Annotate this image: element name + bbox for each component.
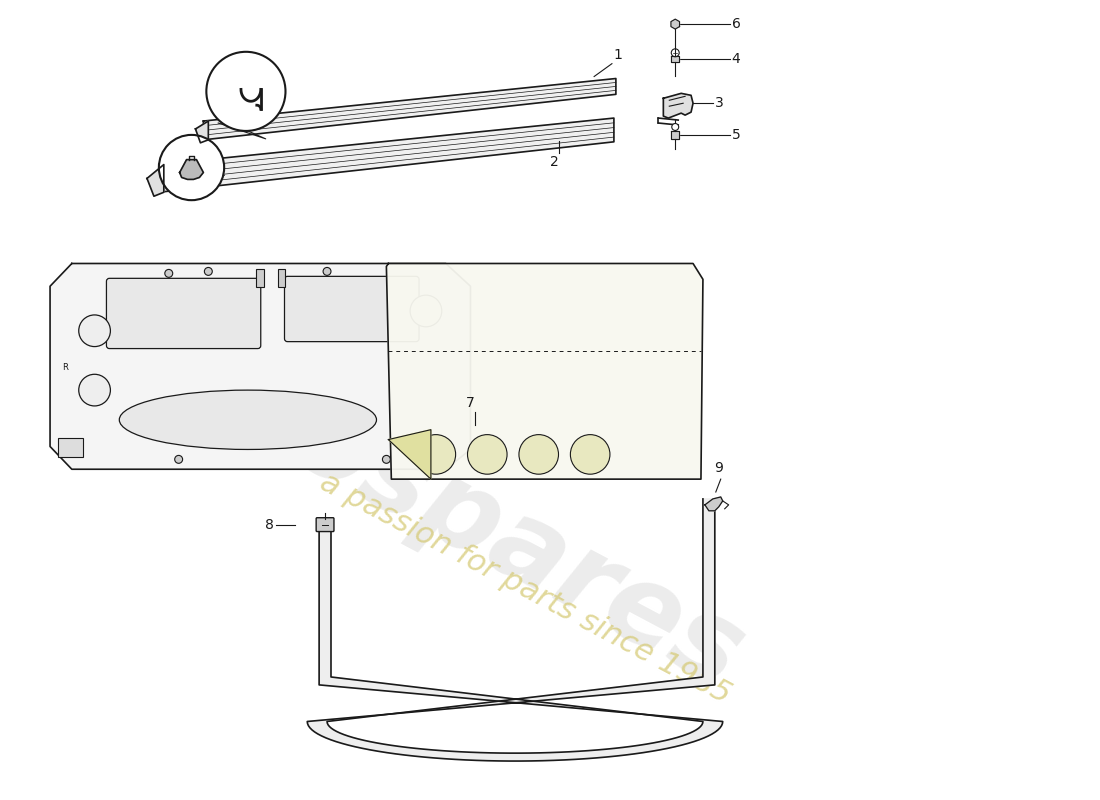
FancyBboxPatch shape	[285, 276, 419, 342]
Circle shape	[79, 374, 110, 406]
Text: eurospares: eurospares	[90, 286, 761, 711]
Circle shape	[519, 434, 559, 474]
Circle shape	[410, 295, 442, 326]
Text: 9: 9	[714, 461, 723, 475]
Polygon shape	[179, 160, 204, 179]
Bar	[58, 438, 82, 458]
Circle shape	[323, 267, 331, 275]
Circle shape	[468, 434, 507, 474]
Circle shape	[383, 455, 390, 463]
Polygon shape	[705, 497, 723, 510]
Bar	[277, 270, 286, 287]
Polygon shape	[386, 263, 703, 479]
Ellipse shape	[119, 390, 376, 450]
Text: 8: 8	[265, 518, 274, 532]
Circle shape	[79, 315, 110, 346]
Circle shape	[207, 52, 286, 131]
FancyBboxPatch shape	[316, 518, 334, 531]
Circle shape	[416, 434, 455, 474]
Polygon shape	[51, 263, 471, 470]
Polygon shape	[671, 19, 680, 29]
Polygon shape	[663, 94, 693, 118]
Text: R: R	[62, 363, 68, 372]
Polygon shape	[196, 121, 208, 143]
Circle shape	[165, 270, 173, 278]
Polygon shape	[671, 56, 679, 62]
Text: 5: 5	[732, 128, 740, 142]
Circle shape	[672, 123, 679, 130]
Text: 2: 2	[550, 154, 559, 169]
Bar	[256, 270, 264, 287]
Polygon shape	[204, 78, 616, 140]
Polygon shape	[147, 165, 164, 196]
Text: 1: 1	[614, 48, 623, 62]
Circle shape	[175, 455, 183, 463]
Circle shape	[158, 135, 224, 200]
Text: a passion for parts since 1985: a passion for parts since 1985	[315, 467, 735, 709]
Text: 7: 7	[466, 396, 475, 410]
Text: 6: 6	[732, 17, 740, 31]
Text: 3: 3	[715, 96, 724, 110]
FancyBboxPatch shape	[107, 278, 261, 349]
Circle shape	[671, 49, 679, 57]
Polygon shape	[307, 499, 723, 761]
Polygon shape	[388, 430, 431, 479]
Circle shape	[571, 434, 609, 474]
Text: 4: 4	[732, 52, 740, 66]
Polygon shape	[671, 131, 679, 139]
Circle shape	[205, 267, 212, 275]
Polygon shape	[158, 118, 614, 192]
